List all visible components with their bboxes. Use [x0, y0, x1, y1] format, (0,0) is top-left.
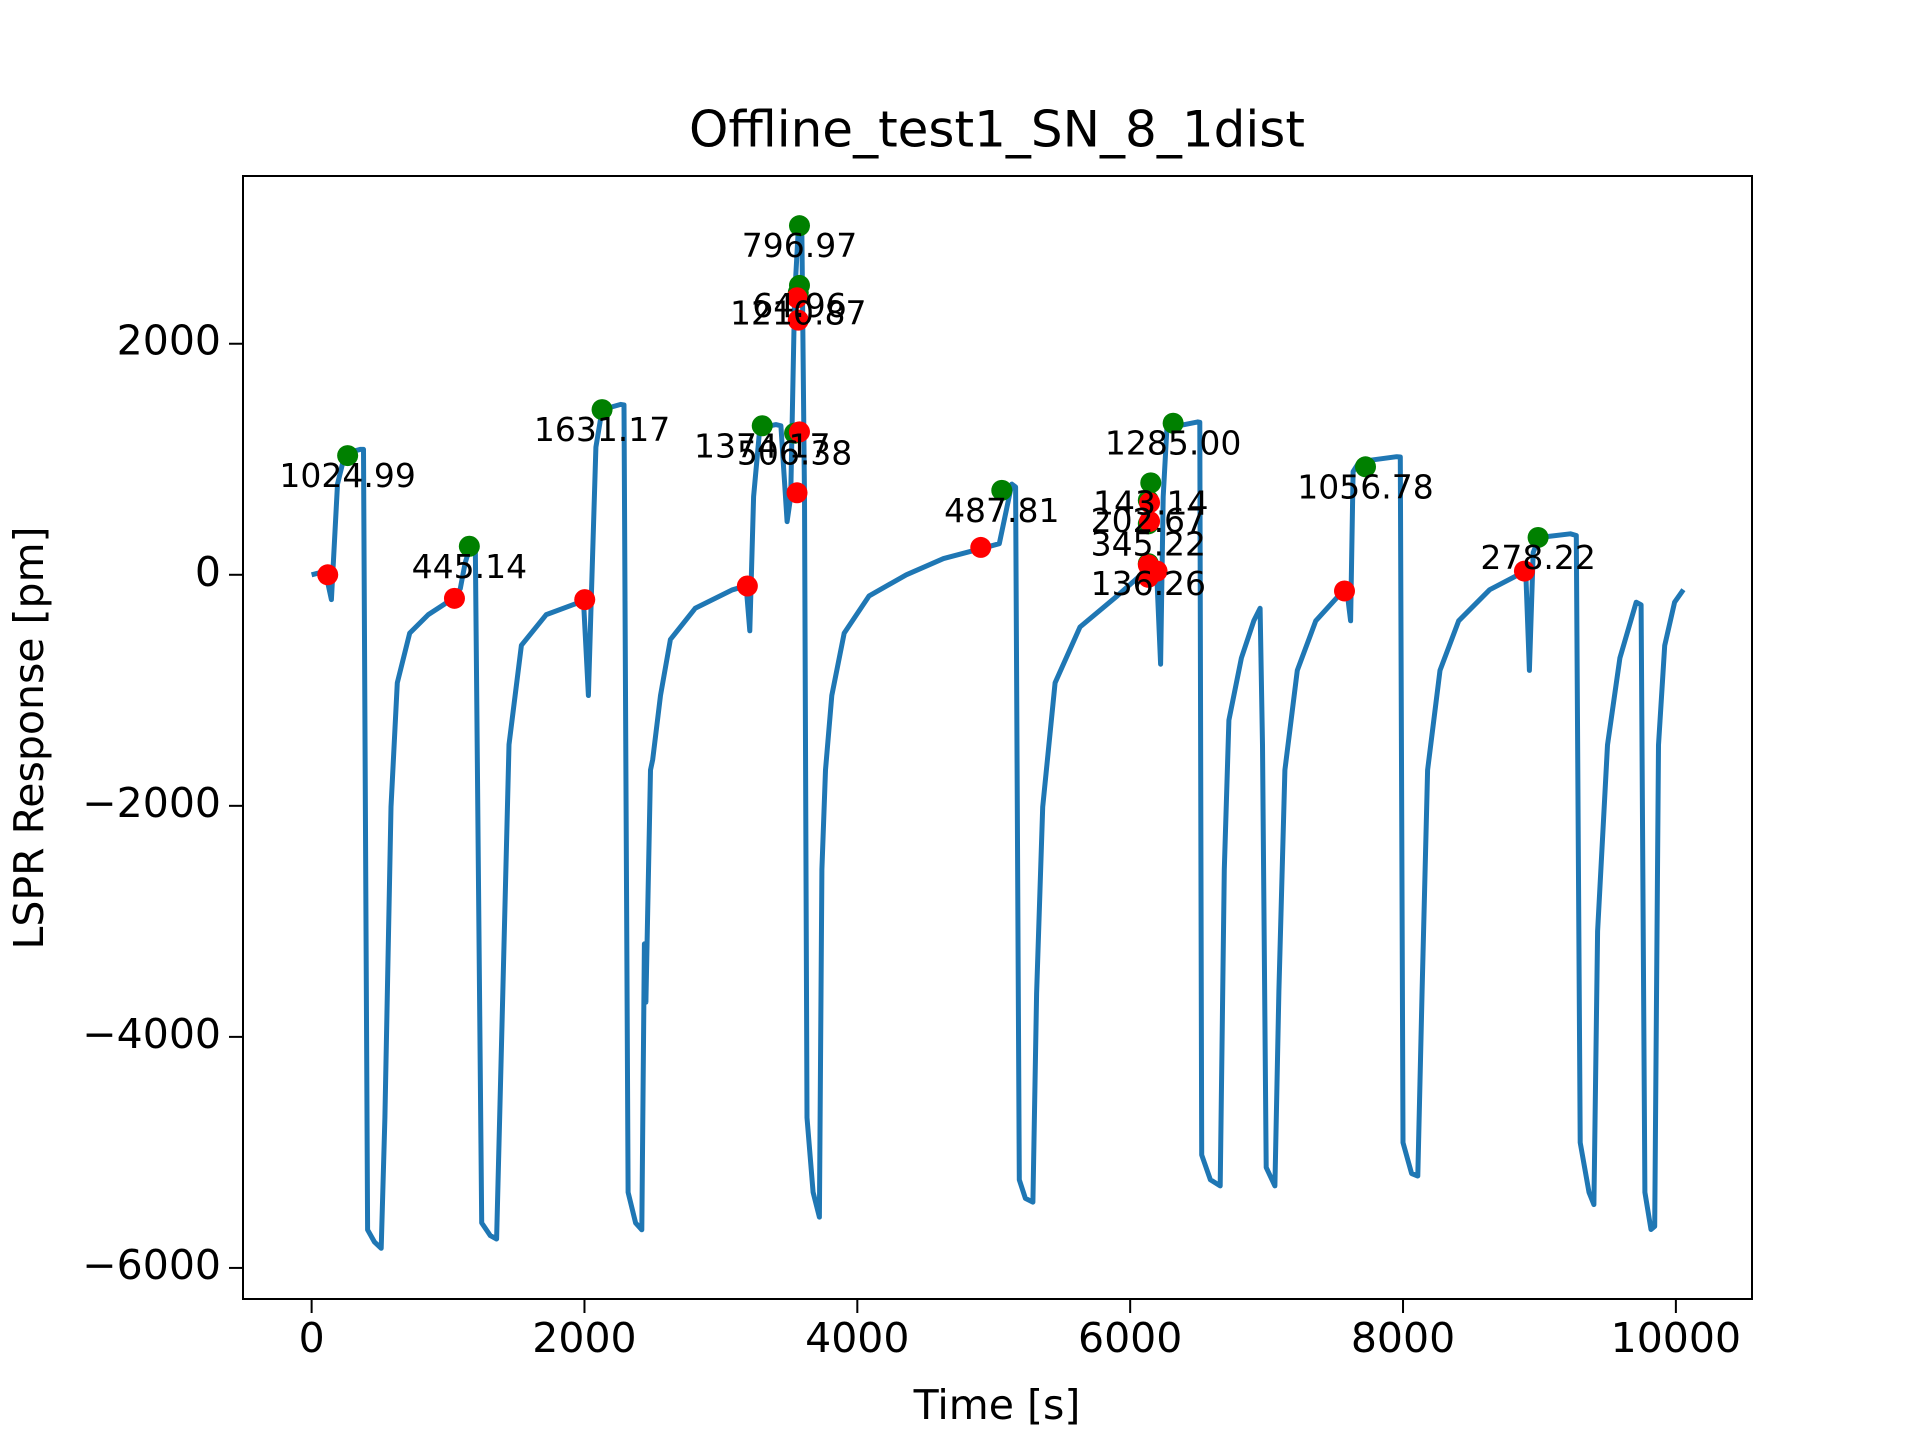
x-tick-label: 8000 — [1351, 1314, 1455, 1362]
annotation: 1056.78 — [1297, 467, 1433, 506]
point — [788, 421, 810, 443]
x-tick-label: 10000 — [1611, 1314, 1741, 1362]
point — [1527, 526, 1549, 548]
point — [317, 564, 339, 586]
data-line — [310, 226, 1686, 1251]
point — [1140, 472, 1162, 494]
point — [786, 482, 808, 504]
x-tick-label: 2000 — [532, 1314, 636, 1362]
point — [1139, 510, 1161, 532]
annotation: 136.26 — [1091, 564, 1206, 603]
y-tick-label: 2000 — [117, 317, 221, 365]
y-axis-label: LSPR Response [pm] — [5, 526, 53, 949]
annotation: 64.96 — [752, 286, 846, 325]
annotation: 487.81 — [944, 491, 1059, 530]
annotation: 202.67 — [1091, 501, 1206, 540]
point — [1162, 412, 1184, 434]
annotation: 143.14 — [1093, 483, 1208, 522]
x-tick-label: 6000 — [1078, 1314, 1182, 1362]
point — [591, 399, 613, 421]
point — [736, 575, 758, 597]
point — [970, 536, 992, 558]
y-tick-label: −2000 — [82, 779, 221, 827]
annotation: 278.22 — [1480, 538, 1595, 577]
annotation: 445.14 — [412, 547, 527, 586]
point — [458, 535, 480, 557]
annotation: 1285.00 — [1105, 424, 1241, 463]
y-tick-label: −6000 — [82, 1241, 221, 1289]
point — [1355, 456, 1377, 478]
point — [443, 587, 465, 609]
point — [1513, 560, 1535, 582]
point — [991, 479, 1013, 501]
point — [1139, 492, 1161, 514]
annotation: 796.97 — [742, 226, 857, 265]
annotation: 1024.99 — [279, 456, 415, 495]
plot-frame — [242, 175, 1753, 1300]
x-axis-label: Time [s] — [913, 1381, 1081, 1429]
annotation: 1210.87 — [730, 293, 866, 332]
point — [787, 309, 809, 331]
point — [1333, 580, 1355, 602]
point — [1137, 566, 1159, 588]
annotation: 345.22 — [1091, 524, 1206, 563]
annotation: 1374.17 — [694, 426, 830, 465]
y-tick-label: −4000 — [82, 1010, 221, 1058]
point — [788, 215, 810, 237]
x-tick-label: 4000 — [805, 1314, 909, 1362]
annotation: 506.38 — [737, 434, 852, 473]
y-tick-label: 0 — [195, 548, 221, 596]
x-tick-label: 0 — [299, 1314, 325, 1362]
point — [574, 589, 596, 611]
chart-title: Offline_test1_SN_8_1dist — [689, 101, 1305, 159]
point — [337, 445, 359, 467]
point — [751, 415, 773, 437]
point — [786, 287, 808, 309]
annotation: 1631.17 — [534, 410, 670, 449]
